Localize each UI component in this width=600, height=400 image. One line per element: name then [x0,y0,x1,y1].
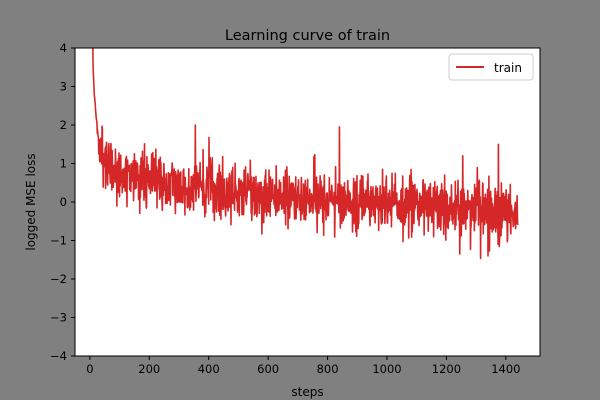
x-tick-label: 800 [317,362,339,376]
y-tick-label: 3 [60,80,67,94]
x-tick-label: 1400 [491,362,520,376]
x-tick-label: 600 [257,362,279,376]
x-tick-label: 1200 [432,362,461,376]
y-tick-label: 1 [60,157,67,171]
x-tick-label: 400 [198,362,220,376]
x-tick-label: 200 [138,362,160,376]
y-tick-label: −2 [50,272,67,286]
y-axis-label: logged MSE loss [24,153,38,250]
y-tick-label: −4 [50,349,67,363]
x-axis-label: steps [291,385,323,399]
y-tick-label: 2 [60,118,67,132]
y-tick-label: 4 [60,41,67,55]
y-tick-label: −3 [50,311,67,325]
legend: train [449,54,533,80]
legend-entry-train: train [494,61,522,75]
y-tick-label: −1 [50,234,67,248]
chart-title: Learning curve of train [225,28,390,44]
y-tick-label: 0 [60,195,67,209]
x-tick-label: 0 [86,362,93,376]
x-tick-label: 1000 [372,362,401,376]
